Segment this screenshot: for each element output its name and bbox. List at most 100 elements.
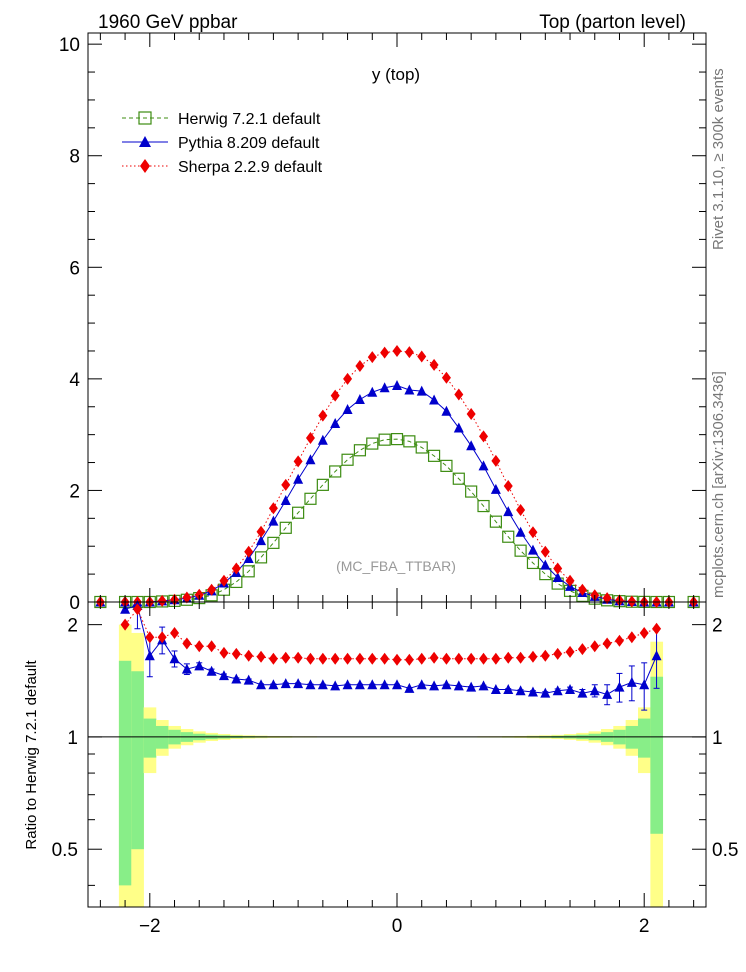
ratio-point-s0-15 bbox=[305, 679, 316, 690]
main-point-s0-20 bbox=[353, 444, 367, 457]
ratio-y-axis: 0.5 0.5 1 1 2 2 bbox=[52, 616, 738, 886]
ratio-point-s0-31 bbox=[503, 684, 514, 695]
ratio-point-s1-5 bbox=[182, 637, 192, 650]
ratio-point-s0-28 bbox=[466, 681, 477, 692]
ratio-plot-panel: 0.5 0.5 1 1 2 2 −2 0 2 Ratio to Herwig 7.2.1 de… bbox=[23, 600, 738, 937]
main-point-s0-26 bbox=[427, 449, 441, 462]
ratio-point-s0-30 bbox=[490, 684, 501, 695]
ratio-point-s1-42 bbox=[639, 626, 649, 639]
legend-pythia-label: Pythia 8.209 default bbox=[178, 135, 320, 152]
main-point-s2-13 bbox=[268, 502, 278, 515]
main-point-s2-42 bbox=[627, 595, 637, 608]
plot-title: y (top) bbox=[372, 65, 420, 84]
ratio-point-s1-43 bbox=[652, 622, 662, 635]
main-ytick-label: 0 bbox=[69, 593, 80, 614]
ratio-point-s1-35 bbox=[553, 647, 563, 660]
main-point-s2-20 bbox=[355, 360, 365, 373]
ratio-point-s1-40 bbox=[614, 634, 624, 647]
ratio-point-s1-10 bbox=[244, 649, 254, 662]
ratio-point-s1-37 bbox=[577, 643, 587, 656]
ratio-point-s1-27 bbox=[454, 652, 464, 665]
ratio-point-s1-38 bbox=[590, 640, 600, 653]
main-point-s1-20 bbox=[354, 394, 365, 405]
main-ytick-label: 4 bbox=[69, 370, 80, 391]
ratio-point-s1-9 bbox=[231, 647, 241, 660]
main-point-s1-24 bbox=[404, 384, 415, 395]
main-point-s2-31 bbox=[491, 454, 501, 467]
main-point-s0-17 bbox=[316, 478, 329, 491]
main-point-s0-35 bbox=[539, 568, 552, 581]
main-point-s2-23 bbox=[392, 344, 402, 357]
ratio-ylabel: Ratio to Herwig 7.2.1 default bbox=[23, 660, 40, 850]
legend-entry-pythia: Pythia 8.209 default bbox=[122, 135, 320, 152]
ratio-point-s0-42 bbox=[639, 679, 650, 690]
ratio-ytick-label: 0.5 bbox=[52, 840, 78, 861]
ratio-point-s0-43 bbox=[651, 650, 662, 661]
ratio-xtick-label: −2 bbox=[139, 916, 161, 937]
ratio-point-s0-5 bbox=[181, 663, 192, 674]
ratio-point-s0-34 bbox=[540, 687, 551, 698]
main-point-s1-35 bbox=[540, 559, 551, 570]
ratio-point-s0-19 bbox=[354, 679, 365, 690]
main-point-s2-10 bbox=[231, 562, 241, 575]
ratio-point-s0-39 bbox=[602, 688, 613, 699]
ratio-point-s0-9 bbox=[231, 673, 242, 684]
ratio-x-axis: −2 0 2 bbox=[99, 602, 695, 937]
ratio-point-s0-16 bbox=[317, 679, 328, 690]
main-ytick-label: 2 bbox=[69, 481, 80, 502]
main-point-s1-13 bbox=[268, 515, 279, 526]
main-ytick-label: 10 bbox=[59, 35, 80, 56]
main-point-s2-16 bbox=[305, 431, 315, 444]
ratio-point-s0-26 bbox=[441, 679, 452, 690]
ratio-point-s0-36 bbox=[565, 684, 576, 695]
main-point-s0-19 bbox=[341, 453, 354, 466]
ratio-ytick-label-right: 2 bbox=[712, 616, 723, 637]
main-point-s0-23 bbox=[390, 433, 404, 446]
ratio-point-s1-32 bbox=[516, 651, 526, 664]
main-point-s1-30 bbox=[478, 460, 489, 471]
main-point-s1-33 bbox=[515, 526, 526, 537]
ratio-point-s1-20 bbox=[367, 652, 377, 665]
main-point-s0-24 bbox=[403, 435, 416, 448]
ratio-point-s1-31 bbox=[503, 651, 513, 664]
ratio-point-s0-21 bbox=[379, 679, 390, 690]
ratio-point-s1-39 bbox=[602, 637, 612, 650]
ratio-point-s1-22 bbox=[392, 653, 402, 666]
main-point-s2-8 bbox=[207, 583, 217, 596]
main-point-s1-23 bbox=[392, 380, 402, 391]
ratio-series-layer bbox=[120, 600, 662, 711]
main-point-s2-32 bbox=[503, 479, 513, 492]
main-point-s2-22 bbox=[380, 346, 390, 359]
main-point-s2-15 bbox=[293, 455, 303, 468]
main-point-s2-25 bbox=[417, 350, 427, 363]
main-point-s2-4 bbox=[157, 594, 167, 607]
main-point-s1-28 bbox=[453, 422, 464, 433]
ratio-point-s1-0 bbox=[120, 618, 130, 631]
main-point-s0-10 bbox=[230, 575, 243, 589]
ratio-point-s0-25 bbox=[429, 680, 440, 691]
main-point-s2-27 bbox=[441, 371, 451, 384]
ratio-point-s0-24 bbox=[416, 679, 427, 690]
ratio-band-inner bbox=[650, 676, 664, 834]
main-point-s1-32 bbox=[503, 506, 514, 517]
ratio-point-s0-32 bbox=[515, 685, 526, 696]
ratio-point-s0-20 bbox=[367, 679, 378, 690]
main-point-s0-18 bbox=[329, 465, 342, 478]
main-point-s1-29 bbox=[466, 440, 477, 451]
ratio-point-s1-11 bbox=[256, 650, 266, 663]
ratio-point-s0-18 bbox=[342, 679, 353, 690]
main-point-s2-17 bbox=[318, 409, 328, 422]
ratio-point-s0-17 bbox=[330, 680, 341, 691]
ratio-point-s1-28 bbox=[466, 652, 476, 665]
ratio-point-s1-13 bbox=[281, 651, 291, 664]
ratio-point-s0-8 bbox=[218, 670, 229, 681]
main-point-s2-9 bbox=[219, 574, 229, 587]
ratio-point-s1-12 bbox=[268, 652, 278, 665]
ratio-point-s0-29 bbox=[478, 680, 489, 691]
ratio-point-s1-24 bbox=[417, 652, 427, 665]
legend-herwig-label: Herwig 7.2.1 default bbox=[178, 111, 321, 128]
ratio-point-s1-8 bbox=[219, 646, 229, 659]
ratio-xtick-label: 2 bbox=[639, 916, 650, 937]
ratio-point-s1-26 bbox=[441, 652, 451, 665]
legend-entry-herwig: Herwig 7.2.1 default bbox=[122, 111, 321, 128]
